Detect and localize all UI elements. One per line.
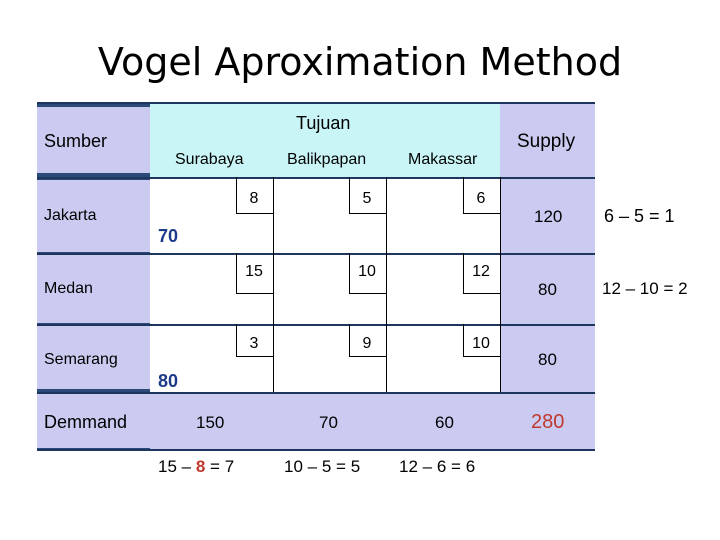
source-medan: Medan [44,280,93,297]
destination-balikpapan: Balikpapan [287,151,367,168]
supply-column-bg [500,102,595,450]
demand-label: Demmand [44,412,128,432]
column-penalty-surabaya-a: 15 [158,457,177,476]
demand-row-bg [150,392,500,450]
demand-label-bg [37,394,150,448]
cost-jakarta-surabaya: 8 [249,190,259,207]
column-penalty-makassar-result: 6 [465,457,476,476]
sumber-header: Sumber [44,131,108,151]
medan-label-bg [37,255,150,323]
cost-semarang-surabaya: 3 [249,335,259,352]
jakarta-label-bg [37,180,150,252]
destination-makassar: Makassar [408,151,478,168]
allocation-jakarta-surabaya: 70 [158,226,179,246]
demand-surabaya: 150 [196,413,225,432]
column-penalty-surabaya: 15 – 8 = 7 [158,457,235,476]
cost-medan-surabaya: 15 [245,263,263,280]
tujuan-header: Tujuan [296,113,351,133]
supply-jakarta: 120 [534,207,563,226]
demand-balikpapan: 70 [319,413,338,432]
destination-surabaya: Surabaya [175,151,244,168]
column-penalty-makassar-a: 12 [399,457,418,476]
slide-title: Vogel Aproximation Method [97,40,623,84]
cost-semarang-makassar: 10 [472,335,490,352]
row-penalty-jakarta: 6 – 5 = 1 [604,206,675,226]
cost-medan-balikpapan: 10 [358,263,376,280]
sumber-label-bg [37,107,150,173]
column-penalty-makassar-b: 6 [436,457,447,476]
column-penalty-balikpapan-result: 5 [350,457,361,476]
cost-jakarta-balikpapan: 5 [362,190,372,207]
demand-total: 280 [531,411,565,433]
allocation-semarang-surabaya: 80 [158,371,179,391]
cost-jakarta-makassar: 6 [476,190,486,207]
column-penalty-balikpapan-a: 10 [284,457,303,476]
row-penalty-medan: 12 – 10 = 2 [602,279,688,298]
destination-header-bg [150,102,500,177]
source-semarang: Semarang [44,351,118,368]
column-penalty-balikpapan-b: 5 [321,457,332,476]
cost-medan-makassar: 12 [472,263,490,280]
supply-semarang: 80 [538,350,557,369]
source-jakarta: Jakarta [44,207,97,224]
column-penalty-balikpapan: 10 – 5 = 5 [284,457,361,476]
semarang-label-bg [37,326,150,389]
column-penalty-surabaya-b: 8 [195,457,206,476]
cost-semarang-balikpapan: 9 [362,335,372,352]
supply-header: Supply [517,131,576,152]
supply-medan: 80 [538,280,557,299]
demand-makassar: 60 [435,413,454,432]
column-penalty-surabaya-result: 7 [224,457,235,476]
column-penalty-makassar: 12 – 6 = 6 [399,457,476,476]
